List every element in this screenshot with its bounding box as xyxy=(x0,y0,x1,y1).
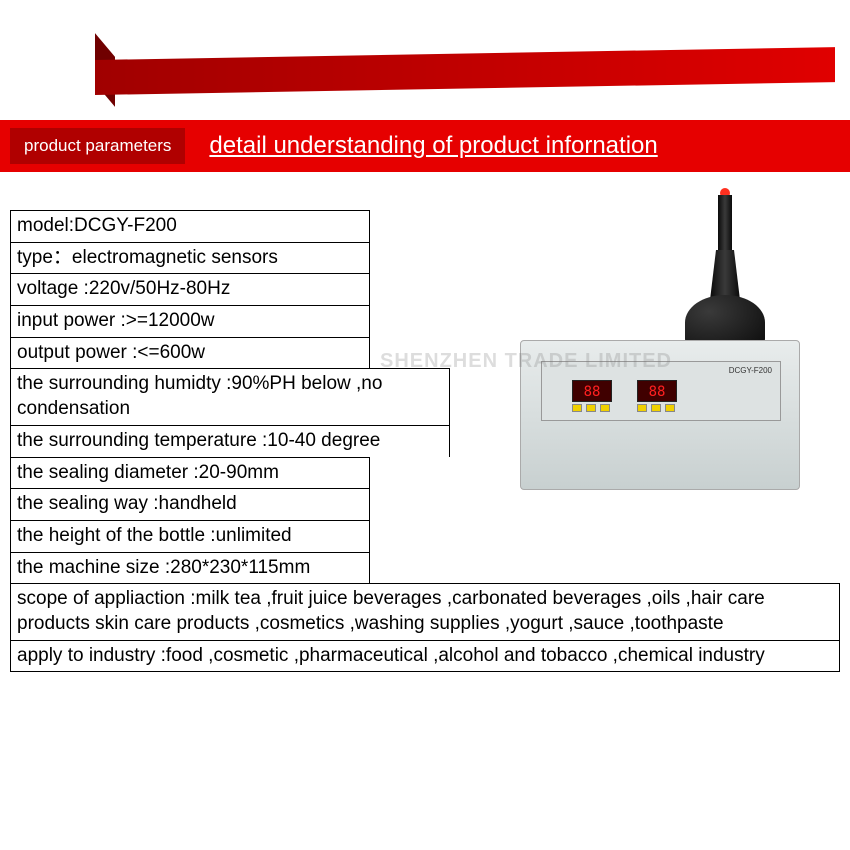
header-bar: product parameters detail understanding … xyxy=(0,120,850,172)
spec-row: model:DCGY-F200 xyxy=(10,210,370,242)
spec-row: the surrounding humidty :90%PH below ,no… xyxy=(10,368,450,424)
spec-row: scope of appliaction :milk tea ,fruit ju… xyxy=(10,583,840,639)
spec-row: the surrounding temperature :10-40 degre… xyxy=(10,425,450,457)
spec-row: type：electromagnetic sensors xyxy=(10,242,370,274)
spec-row: input power :>=12000w xyxy=(10,305,370,337)
banner-top-face xyxy=(95,47,835,95)
spec-row: output power :<=600w xyxy=(10,337,370,369)
tab-product-parameters: product parameters xyxy=(10,128,185,164)
spec-table: model:DCGY-F200type：electromagnetic sens… xyxy=(10,210,840,672)
header-title: detail understanding of product infornat… xyxy=(209,132,657,160)
spec-row: apply to industry :food ,cosmetic ,pharm… xyxy=(10,640,840,673)
spec-row: voltage :220v/50Hz-80Hz xyxy=(10,273,370,305)
banner-3d-decoration xyxy=(95,60,835,115)
spec-row: the sealing diameter :20-90mm xyxy=(10,457,370,489)
spec-row: the machine size :280*230*115mm xyxy=(10,552,370,584)
spec-row: the sealing way :handheld xyxy=(10,488,370,520)
spec-row: the height of the bottle :unlimited xyxy=(10,520,370,552)
